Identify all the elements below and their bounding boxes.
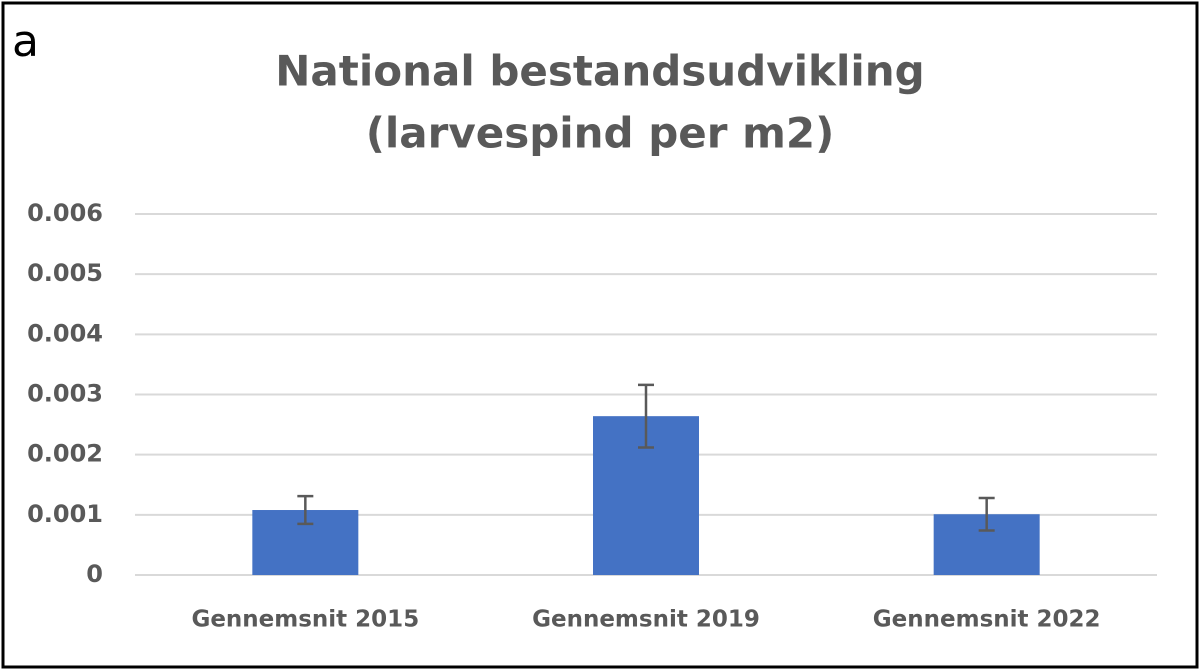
- y-tick-label: 0.002: [27, 440, 103, 468]
- y-tick-label: 0: [86, 560, 103, 588]
- y-tick-label: 0.003: [27, 380, 103, 408]
- error-bar: [638, 383, 654, 449]
- x-tick-label: Gennemsnit 2015: [191, 607, 419, 633]
- y-tick-label: 0.006: [27, 199, 103, 227]
- chart-title: National bestandsudvikling: [275, 47, 924, 96]
- panel-label: a: [12, 16, 39, 67]
- x-tick-label: Gennemsnit 2019: [532, 607, 760, 633]
- error-bar: [297, 494, 314, 526]
- y-tick-label: 0.001: [27, 500, 103, 528]
- error-bar: [978, 496, 995, 532]
- y-tick-label: 0.004: [27, 319, 103, 347]
- y-tick-label: 0.005: [27, 259, 103, 287]
- x-tick-label: Gennemsnit 2022: [873, 607, 1101, 633]
- chart-title: (larvespind per m2): [366, 109, 835, 158]
